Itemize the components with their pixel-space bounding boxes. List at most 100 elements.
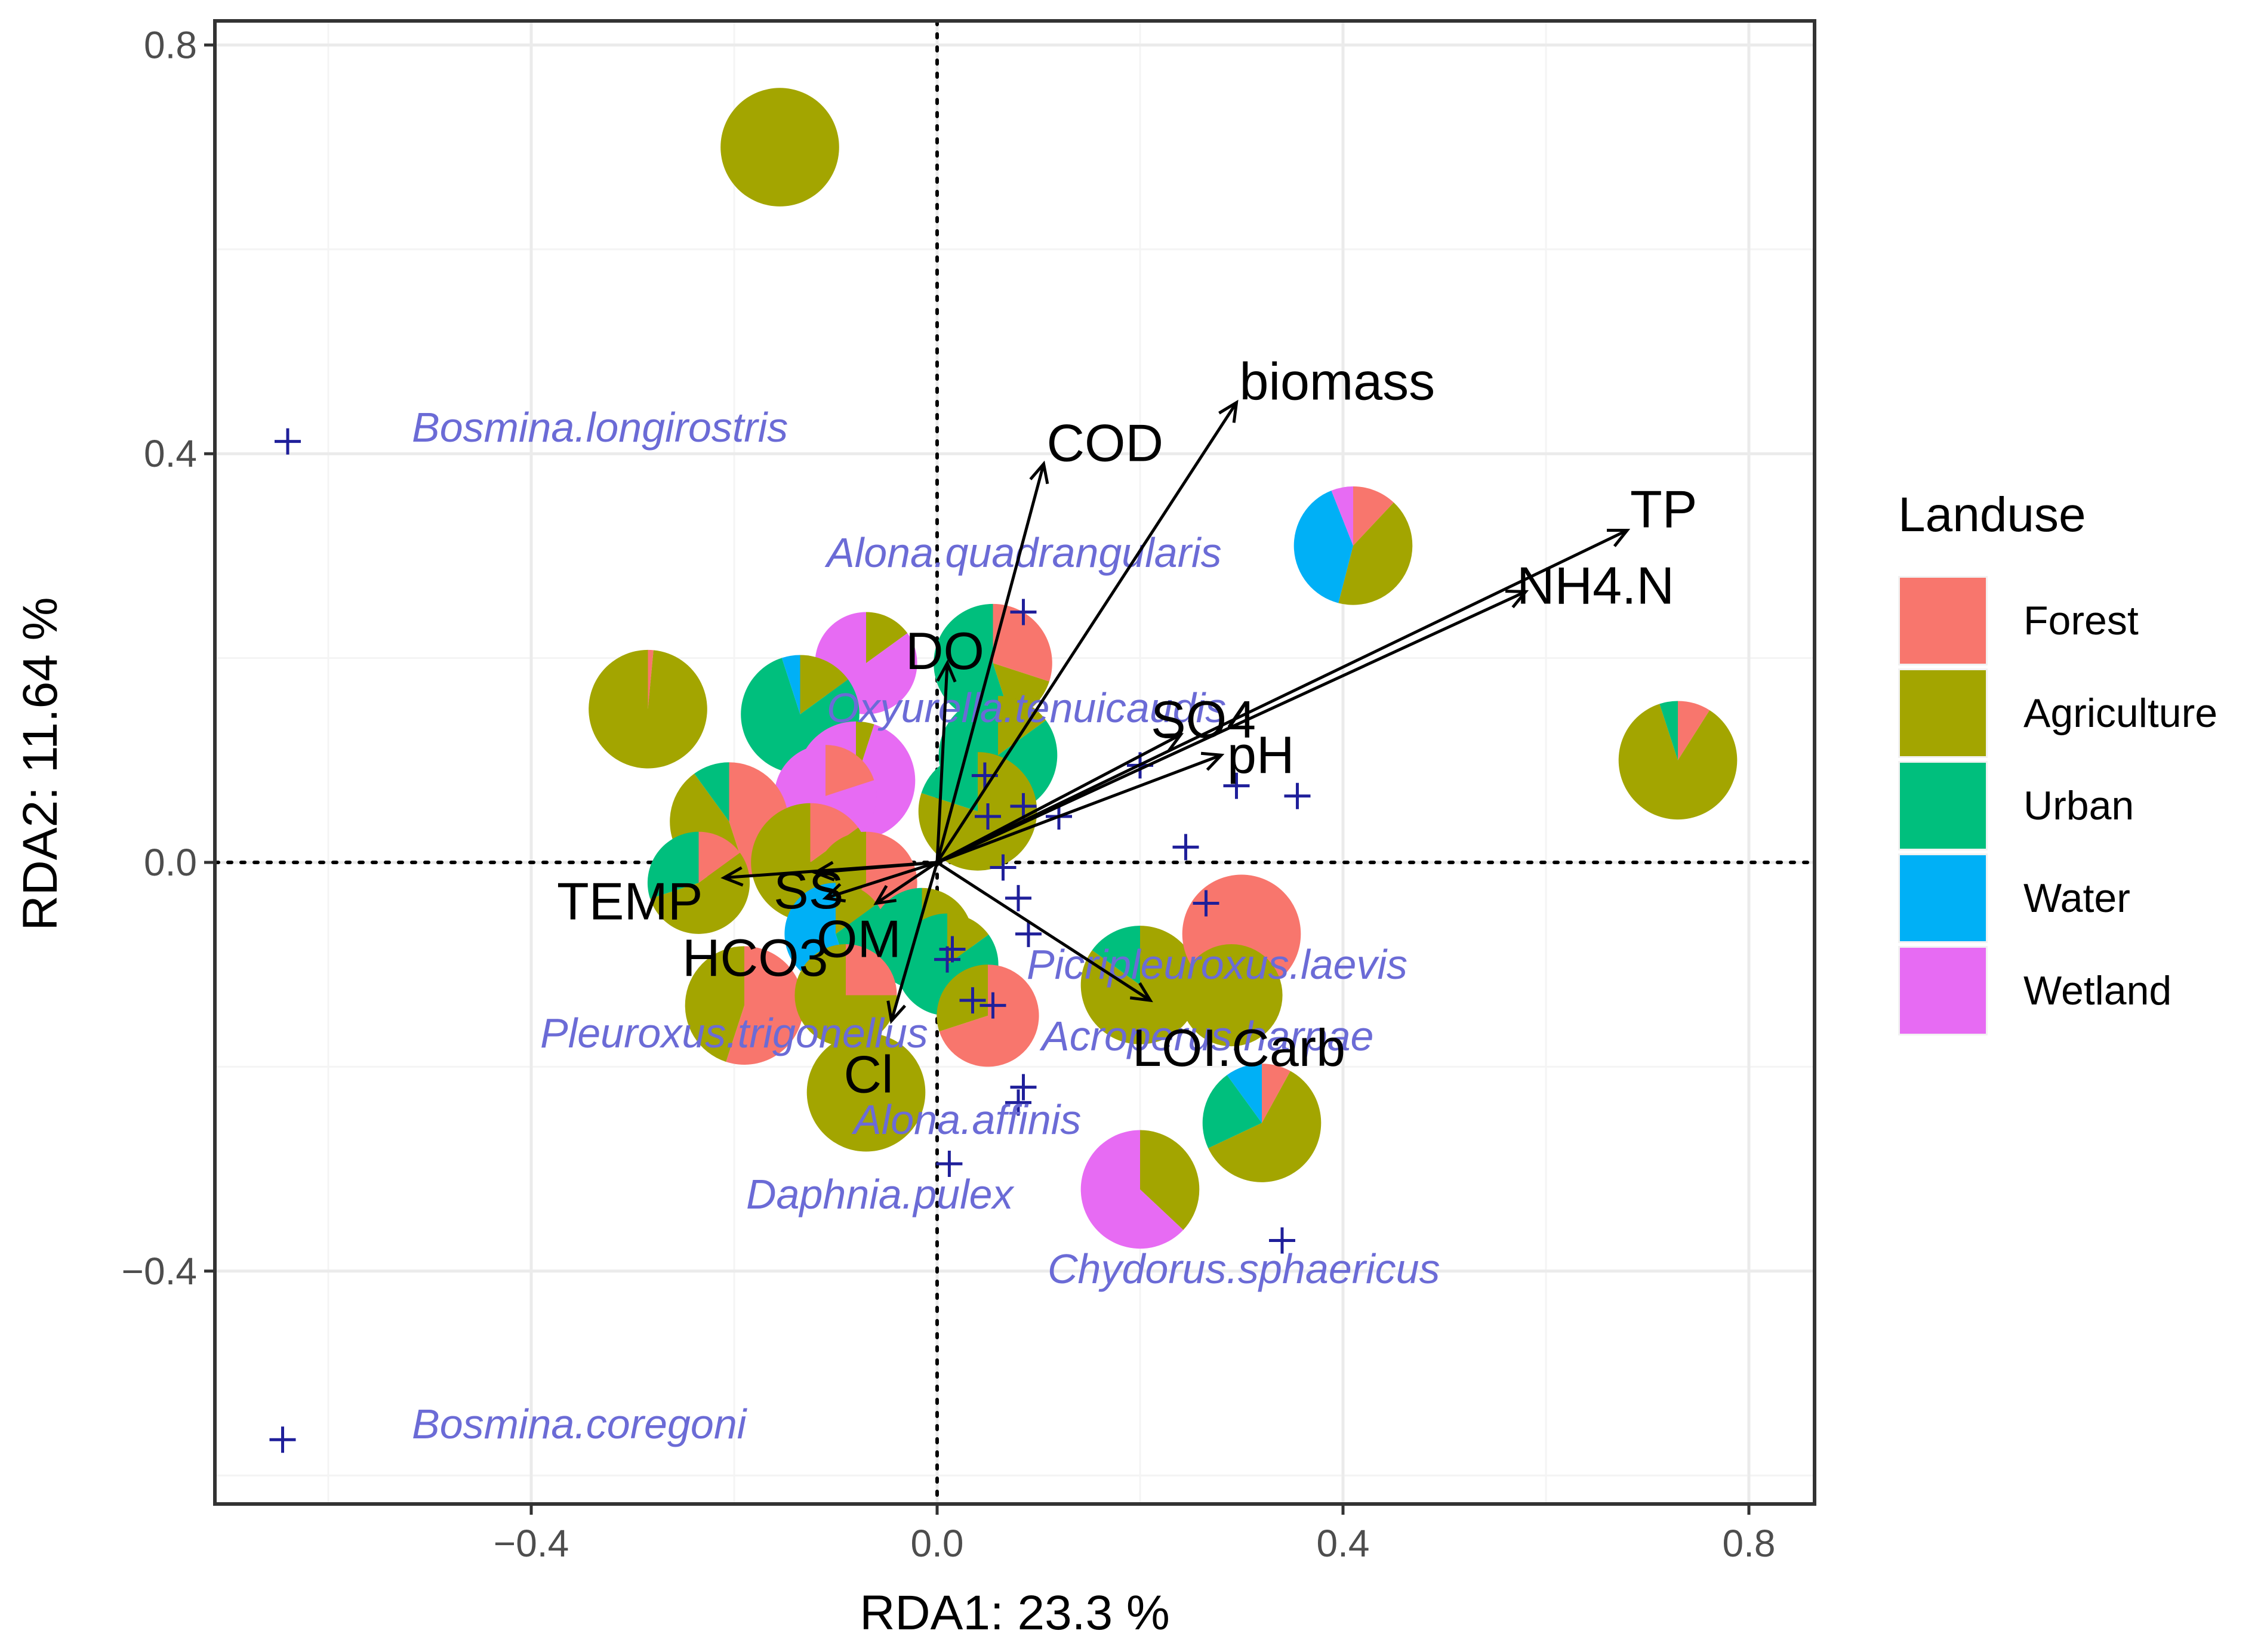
pie-slice-agriculture <box>836 883 877 934</box>
env-arrow-cod <box>935 460 1049 863</box>
legend-label-urban: Urban <box>2023 783 2134 828</box>
env-arrow-hco3 <box>822 861 938 903</box>
species-label-chydorus-sphaericus: Chydorus.sphaericus <box>1048 1246 1440 1292</box>
site-point <box>975 803 1001 830</box>
pie-slice-urban <box>694 762 729 822</box>
y-tick-label: −0.4 <box>122 1250 197 1293</box>
site-pie <box>806 1032 926 1152</box>
site-point <box>1269 1227 1295 1254</box>
reference-lines <box>213 19 1816 1506</box>
species-label-pleuroxus-trigonellus: Pleuroxus.trigonellus <box>540 1010 928 1056</box>
env-label-nh4-n: NH4.N <box>1517 556 1674 615</box>
env-arrow-ss <box>812 861 938 882</box>
pie-slice-water <box>1227 1064 1262 1123</box>
site-point <box>990 854 1017 881</box>
y-tick-label: 0.0 <box>144 841 197 884</box>
site-point <box>1010 1074 1037 1101</box>
pie-slice-forest <box>846 944 897 995</box>
legend-label-water: Water <box>2023 876 2130 921</box>
pie-slice-urban <box>1659 701 1678 760</box>
env-arrow-biomass <box>935 399 1239 864</box>
pie-slice-forest <box>826 745 874 796</box>
species-label-acroperus-harpae: Acroperus.harpae <box>1039 1013 1373 1059</box>
species-label-picripleuroxus-laevis: Picripleuroxus.laevis <box>1027 941 1407 988</box>
x-axis-title: RDA1: 23.3 % <box>860 1586 1170 1640</box>
pie-slice-forest <box>726 946 804 1065</box>
env-arrow-tp <box>936 529 1631 864</box>
legend-swatch-forest <box>1900 578 1986 664</box>
pie-slice-wetland <box>1080 1130 1184 1249</box>
pie-slice-urban <box>647 831 699 899</box>
env-arrow-so4 <box>936 733 1184 864</box>
legend-label-wetland: Wetland <box>2023 968 2171 1013</box>
legend-swatch-agriculture <box>1900 670 1986 756</box>
pie-slice-agriculture <box>937 964 988 1032</box>
legend-swatch-urban <box>1900 763 1986 849</box>
site-point <box>936 1151 963 1178</box>
site-point <box>959 987 986 1014</box>
site-pie <box>794 944 897 1047</box>
env-label-loi-carb: LOI.Carb <box>1132 1018 1345 1077</box>
site-point <box>269 1426 296 1453</box>
site-point <box>1172 834 1199 861</box>
x-tick-label: 0.0 <box>911 1522 964 1565</box>
pie-slice-agriculture <box>720 88 839 207</box>
pie-slice-agriculture <box>1618 704 1738 820</box>
env-arrow-do <box>935 659 957 863</box>
env-label-om: OM <box>817 909 901 968</box>
pie-slice-forest <box>993 603 1052 682</box>
y-axis-title: RDA2: 11.64 % <box>13 597 67 930</box>
x-tick-label: 0.4 <box>1317 1522 1370 1565</box>
site-point <box>934 946 960 973</box>
legend-label-forest: Forest <box>2023 598 2139 643</box>
legend-label-agriculture: Agriculture <box>2023 691 2217 736</box>
env-label-tp: TP <box>1630 480 1697 539</box>
site-point <box>1005 884 1031 911</box>
pie-slice-urban <box>934 603 1012 723</box>
env-label-so4: SO4 <box>1151 690 1256 749</box>
pie-slice-water <box>781 655 800 714</box>
site-pie <box>685 946 804 1065</box>
axis-ticks: −0.4 0.0 0.4 0.8 −0.4 0.0 0.4 0.8 <box>122 23 1776 1565</box>
pie-slice-agriculture <box>650 852 750 934</box>
pie-slice-agriculture <box>800 655 848 714</box>
pie-slice-urban <box>1202 1075 1262 1148</box>
pie-slice-agriculture <box>998 695 1046 756</box>
legend-swatch-water <box>1900 855 1986 941</box>
pie-slice-agriculture <box>1338 502 1413 605</box>
pie-slice-forest <box>1353 486 1394 546</box>
site-pie <box>1180 944 1283 1047</box>
site-pie <box>1202 1064 1322 1182</box>
legend: Landuse Forest Agriculture Urban Water Wetla… <box>1898 488 2217 1035</box>
env-label-cod: COD <box>1047 413 1164 472</box>
pie-slice-agriculture <box>806 1032 926 1152</box>
species-label-daphnia-pulex: Daphnia.pulex <box>746 1171 1015 1218</box>
site-point <box>1284 782 1311 809</box>
y-tick-label: 0.8 <box>144 23 197 66</box>
site-pie <box>720 88 839 207</box>
pie-slice-agriculture <box>1208 1071 1322 1182</box>
site-point <box>1005 1089 1031 1116</box>
pie-slice-agriculture <box>1180 944 1283 1047</box>
site-point <box>1010 793 1037 819</box>
y-tick-label: 0.4 <box>144 432 197 475</box>
site-point <box>980 992 1006 1019</box>
site-point <box>1015 920 1042 947</box>
site-point <box>275 428 301 455</box>
site-pie <box>589 649 707 769</box>
pie-slice-agriculture <box>794 944 897 1047</box>
site-point <box>1223 772 1250 799</box>
env-arrows <box>720 399 1631 1024</box>
site-pie <box>647 831 750 934</box>
site-point <box>1193 890 1219 917</box>
env-label-do: DO <box>905 621 984 680</box>
pie-slice-agriculture <box>947 913 989 965</box>
site-point <box>1010 599 1037 625</box>
env-arrow-loi-carb <box>936 861 1153 1003</box>
pie-slice-urban <box>1092 926 1140 985</box>
env-label-hco3: HCO3 <box>682 928 828 987</box>
legend-title: Landuse <box>1898 488 2086 542</box>
